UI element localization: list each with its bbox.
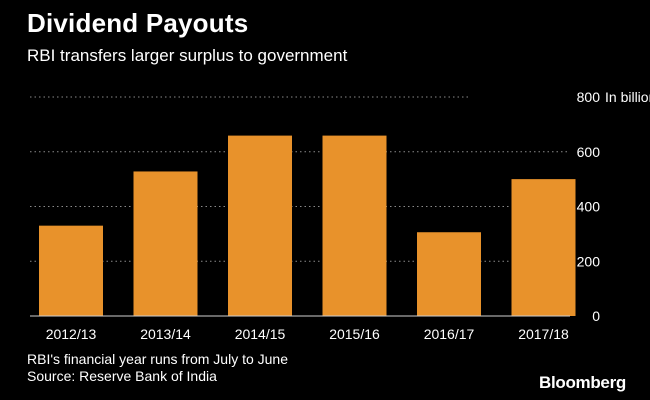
y-tick-label-800: 800 [577,89,601,105]
footnote-fiscal-year: RBI's financial year runs from July to J… [27,351,289,367]
chart-subtitle: RBI transfers larger surplus to governme… [27,46,348,65]
footnote: RBI's financial year runs from July to J… [27,351,288,385]
bars [39,135,576,316]
x-tick-label-2013-14: 2013/14 [140,326,191,342]
chart-title: Dividend Payouts [27,8,249,38]
bloomberg-logo: Bloomberg [538,373,626,392]
footnote-source: Source: Reserve Bank of India [27,368,217,384]
y-tick-label-200: 200 [577,253,601,269]
bar-2012-13 [39,225,103,316]
y-tick-label-600: 600 [577,144,601,160]
bar-2013-14 [133,171,198,316]
x-tick-label-2014-15: 2014/15 [235,326,286,342]
x-tick-label-2017-18: 2017/18 [518,326,569,342]
bar-2016-17 [417,232,481,316]
x-axis-labels: 2012/13 2013/14 2014/15 2015/16 2016/17 2017/… [46,326,569,342]
y-tick-label-0: 0 [592,308,600,324]
unit-label: In billion rupees [605,89,650,105]
x-tick-label-2012-13: 2012/13 [46,326,97,342]
bar-2017-18 [511,179,576,316]
y-tick-label-400: 400 [577,199,601,215]
bar-2014-15 [228,135,292,316]
bar-2015-16 [322,135,387,316]
x-tick-label-2015-16: 2015/16 [329,326,380,342]
gridlines [30,96,570,262]
x-tick-label-2016-17: 2016/17 [424,326,475,342]
